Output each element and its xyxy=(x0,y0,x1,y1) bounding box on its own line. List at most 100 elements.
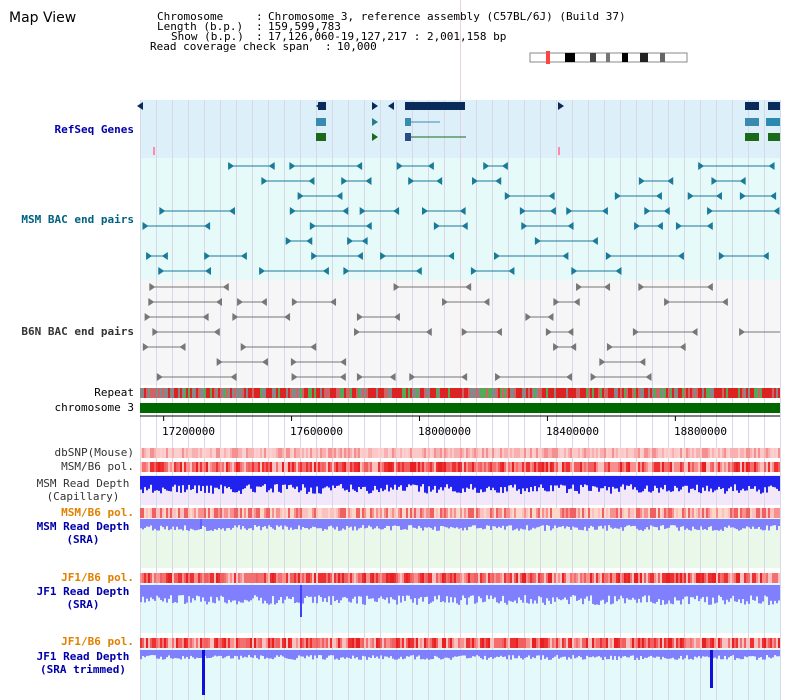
heat-mark xyxy=(458,573,460,583)
depth-bar xyxy=(468,476,470,489)
depth-bar xyxy=(404,476,406,491)
depth-bar xyxy=(304,650,306,659)
heat-mark xyxy=(522,573,524,583)
depth-bar xyxy=(754,650,756,657)
depth-bar xyxy=(238,650,240,660)
depth-bar xyxy=(574,476,576,491)
heat-mark xyxy=(354,448,356,458)
heat-mark xyxy=(308,638,310,648)
heat-mark xyxy=(480,573,482,583)
depth-bar xyxy=(776,585,778,604)
depth-bar xyxy=(274,585,276,605)
heat-mark xyxy=(356,462,358,472)
depth-bar xyxy=(692,585,694,598)
heat-mark xyxy=(752,448,754,458)
heat-mark xyxy=(220,448,222,458)
depth-bar xyxy=(618,585,620,600)
heat-mark xyxy=(196,508,198,518)
heat-mark xyxy=(774,508,776,518)
depth-bar xyxy=(668,519,670,528)
heat-mark xyxy=(426,638,428,648)
heat-mark xyxy=(452,462,454,472)
heat-mark xyxy=(268,508,270,518)
heat-mark xyxy=(180,462,182,472)
heat-mark xyxy=(348,573,350,583)
heat-mark xyxy=(402,448,404,458)
heat-mark xyxy=(270,638,272,648)
heat-mark xyxy=(444,462,446,472)
heat-mark xyxy=(182,462,184,472)
heat-mark xyxy=(246,448,248,458)
heat-mark xyxy=(698,462,700,472)
depth-bar xyxy=(400,519,402,530)
depth-bar xyxy=(192,519,194,530)
heat-mark xyxy=(706,448,708,458)
heat-mark xyxy=(532,508,534,518)
heat-mark xyxy=(752,573,754,583)
heat-mark xyxy=(192,508,194,518)
depth-bar xyxy=(234,476,236,493)
repeat-mark xyxy=(720,388,722,398)
repeat-mark xyxy=(338,388,340,398)
depth-bar xyxy=(448,519,450,529)
heat-mark xyxy=(606,462,608,472)
heat-mark xyxy=(732,508,734,518)
heat-mark xyxy=(568,508,570,518)
depth-bar xyxy=(582,476,584,488)
depth-bar xyxy=(400,476,402,486)
heat-mark xyxy=(724,573,726,583)
heat-mark xyxy=(246,638,248,648)
repeat-mark xyxy=(470,388,472,398)
heat-mark xyxy=(252,638,254,648)
depth-bar xyxy=(766,519,768,526)
depth-bar xyxy=(308,585,310,597)
depth-bar xyxy=(682,476,684,487)
depth-bar xyxy=(184,476,186,493)
depth-bar xyxy=(342,476,344,489)
heat-mark xyxy=(488,448,490,458)
depth-bar xyxy=(374,650,376,658)
heat-mark xyxy=(320,448,322,458)
depth-bar xyxy=(688,650,690,660)
repeat-mark xyxy=(588,388,590,398)
heat-mark xyxy=(202,638,204,648)
depth-bar xyxy=(564,585,566,598)
heat-mark xyxy=(550,462,552,472)
heat-mark xyxy=(204,573,206,583)
heat-mark xyxy=(274,448,276,458)
depth-bar xyxy=(658,476,660,493)
repeat-mark xyxy=(674,388,676,398)
heat-mark xyxy=(304,638,306,648)
heat-mark xyxy=(530,462,532,472)
heat-mark xyxy=(256,462,258,472)
heat-mark xyxy=(622,638,624,648)
heat-mark xyxy=(200,638,202,648)
heat-mark xyxy=(722,508,724,518)
depth-bar xyxy=(214,476,216,488)
heat-mark xyxy=(696,508,698,518)
repeat-mark xyxy=(512,388,514,398)
repeat-mark xyxy=(590,388,592,398)
heat-mark xyxy=(644,462,646,472)
heat-mark xyxy=(634,573,636,583)
depth-bar xyxy=(438,585,440,596)
heat-mark xyxy=(196,462,198,472)
heat-mark xyxy=(772,638,774,648)
heat-mark xyxy=(720,462,722,472)
heat-mark xyxy=(690,448,692,458)
depth-bar xyxy=(750,650,752,657)
heat-mark xyxy=(384,508,386,518)
depth-bar xyxy=(160,650,162,657)
depth-bar xyxy=(192,476,194,490)
depth-bar xyxy=(144,585,146,603)
repeat-mark xyxy=(206,388,208,398)
heat-mark xyxy=(304,573,306,583)
repeat-mark xyxy=(748,388,750,398)
depth-bar xyxy=(558,650,560,659)
heat-mark xyxy=(184,638,186,648)
heat-mark xyxy=(316,638,318,648)
heat-mark xyxy=(470,573,472,583)
depth-bar xyxy=(196,650,198,658)
depth-bar xyxy=(476,650,478,656)
heat-mark xyxy=(340,573,342,583)
